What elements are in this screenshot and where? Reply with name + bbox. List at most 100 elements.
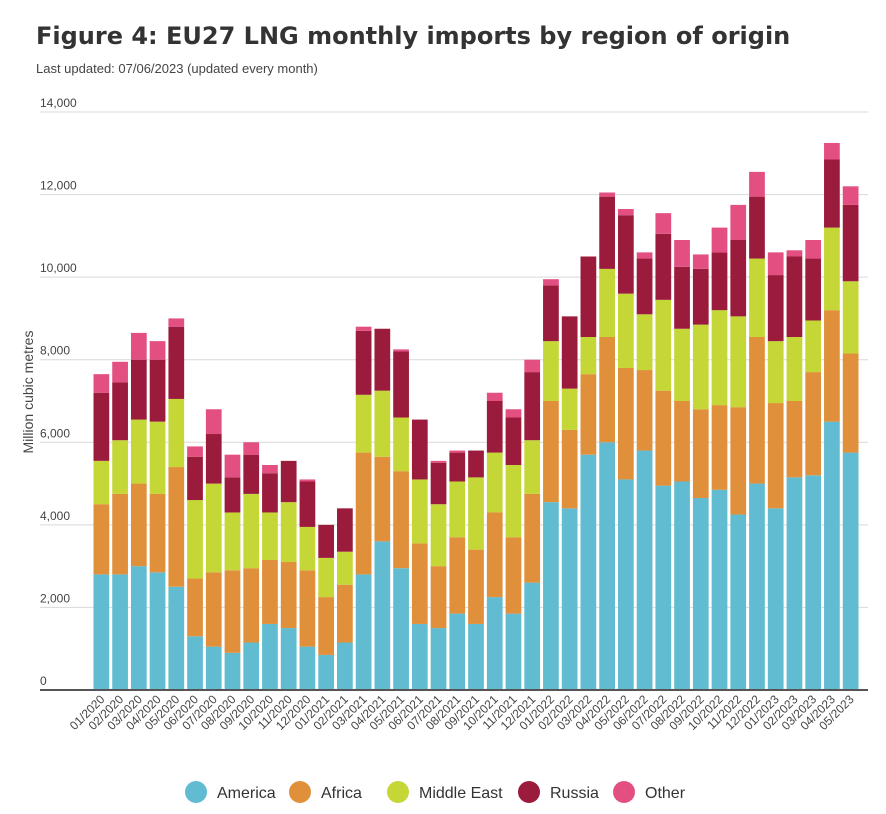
- bar-segment-america: [430, 628, 447, 690]
- bar-segment-middle-east: [318, 557, 335, 598]
- bar-segment-middle-east: [749, 258, 765, 338]
- bar-segment-other: [149, 341, 166, 360]
- bar-segment-other: [205, 409, 222, 435]
- legend-swatch: [613, 781, 635, 803]
- bar-segment-middle-east: [374, 390, 391, 457]
- bar-segment-russia: [655, 233, 672, 300]
- bar-segment-russia: [112, 382, 128, 441]
- bar-segment-other: [243, 442, 260, 455]
- bar-segment-middle-east: [130, 419, 147, 484]
- bar-segment-middle-east: [243, 493, 260, 569]
- legend-swatch: [185, 781, 207, 803]
- legend-swatch: [289, 781, 311, 803]
- bar-segment-middle-east: [337, 551, 353, 585]
- bar-segment-africa: [411, 543, 428, 624]
- bar-segment-america: [93, 574, 110, 690]
- bar-segment-america: [543, 502, 559, 690]
- bar-segment-america: [112, 574, 128, 690]
- legend-label: Africa: [321, 785, 362, 802]
- bar-segment-middle-east: [655, 299, 672, 391]
- bar-segment-america: [205, 646, 222, 690]
- legend: America Africa Middle East Russia Other: [185, 781, 686, 803]
- bar-segment-america: [655, 485, 672, 690]
- bar-segment-middle-east: [636, 314, 653, 371]
- bar-segment-america: [468, 623, 484, 690]
- bar-segment-africa: [149, 493, 166, 573]
- bar-segment-middle-east: [280, 502, 297, 563]
- bar-segment-america: [599, 442, 615, 690]
- bar-segment-russia: [749, 196, 765, 259]
- bar-segment-middle-east: [786, 337, 803, 401]
- bar-segment-middle-east: [599, 268, 615, 338]
- bar-segment-other: [486, 392, 503, 401]
- bar-segment-russia: [337, 508, 353, 552]
- bar-segment-middle-east: [168, 398, 185, 468]
- legend-swatch: [387, 781, 409, 803]
- bar-segment-africa: [674, 401, 690, 482]
- bar-segment-russia: [243, 454, 260, 494]
- bar-segment-russia: [692, 268, 709, 325]
- y-tick-label: 2,000: [40, 591, 70, 605]
- bar-segment-africa: [561, 429, 578, 509]
- bar-segment-africa: [299, 570, 316, 647]
- bar-segment-america: [580, 454, 597, 690]
- bar-segment-middle-east: [824, 227, 840, 311]
- bar-segment-other: [430, 460, 447, 463]
- y-tick-label: 14,000: [40, 96, 77, 110]
- bar-segment-america: [393, 568, 409, 690]
- bar-segment-america: [355, 574, 372, 690]
- y-tick-label: 0: [40, 674, 47, 688]
- y-tick-label: 8,000: [40, 344, 70, 358]
- bar-segment-africa: [786, 401, 803, 478]
- bar-segment-russia: [411, 419, 428, 480]
- bar-segment-russia: [393, 351, 409, 418]
- bar-segment-africa: [824, 310, 840, 422]
- bar-segment-middle-east: [112, 440, 128, 494]
- bar-segment-africa: [617, 367, 634, 480]
- bar-segment-america: [711, 489, 728, 690]
- y-axis-ticks: 0 2,000 4,000 6,000 8,000 10,000 12,000 14,000: [40, 96, 77, 688]
- bar-segment-russia: [374, 328, 391, 391]
- bar-segment-other: [543, 279, 559, 286]
- bar-segment-russia: [149, 359, 166, 422]
- bar-segment-america: [674, 481, 690, 690]
- bar-segment-america: [337, 642, 353, 690]
- bar-segment-other: [299, 479, 316, 482]
- bar-segment-america: [168, 586, 185, 690]
- bar-segment-america: [636, 450, 653, 690]
- bar-segment-russia: [318, 524, 335, 558]
- bar-segment-russia: [486, 401, 503, 453]
- bar-segment-middle-east: [711, 310, 728, 406]
- bar-segment-other: [674, 239, 690, 267]
- bar-segment-middle-east: [561, 388, 578, 430]
- bar-segment-africa: [130, 483, 147, 567]
- bar-segment-russia: [674, 266, 690, 329]
- bar-segment-middle-east: [505, 464, 522, 538]
- bar-segment-russia: [524, 372, 541, 441]
- bars: [93, 142, 859, 690]
- bar-segment-middle-east: [674, 328, 690, 401]
- bar-segment-africa: [636, 370, 653, 451]
- bar-segment-other: [805, 239, 822, 259]
- bar-segment-middle-east: [393, 417, 409, 472]
- bar-segment-middle-east: [93, 460, 110, 505]
- bar-segment-africa: [430, 566, 447, 629]
- bar-segment-america: [524, 582, 541, 690]
- bar-segment-russia: [561, 316, 578, 389]
- bar-segment-other: [187, 446, 203, 457]
- bar-segment-africa: [374, 456, 391, 542]
- bar-segment-america: [149, 572, 166, 690]
- bar-segment-america: [561, 508, 578, 690]
- bar-segment-other: [449, 450, 466, 453]
- bar-segment-america: [486, 597, 503, 690]
- bar-segment-africa: [393, 471, 409, 569]
- bar-segment-other: [505, 409, 522, 418]
- bar-segment-russia: [730, 239, 747, 317]
- bar-segment-russia: [786, 256, 803, 338]
- bar-segment-other: [112, 361, 128, 383]
- bar-segment-america: [842, 452, 859, 690]
- bar-segment-africa: [543, 401, 559, 503]
- bar-segment-other: [655, 213, 672, 234]
- bar-segment-russia: [355, 330, 372, 395]
- bar-segment-other: [842, 186, 859, 205]
